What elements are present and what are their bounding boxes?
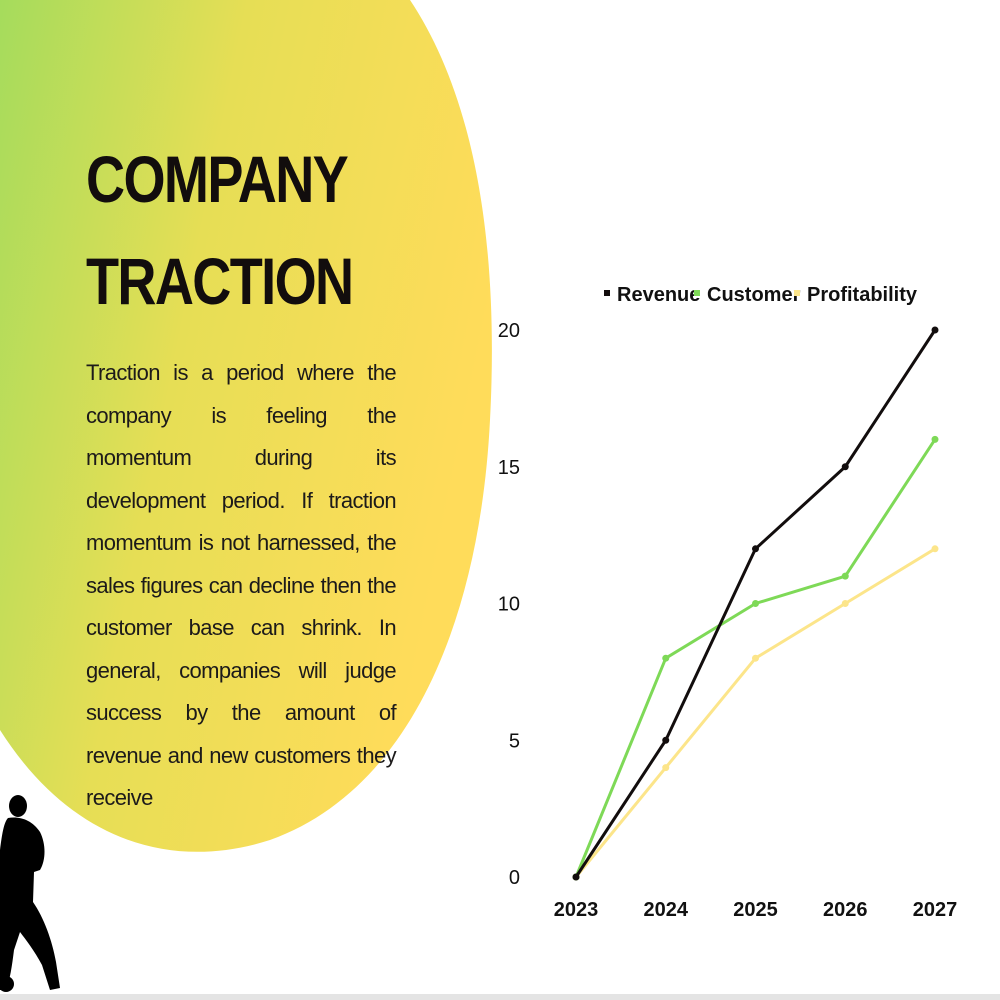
chart-legend: Revenue Customer Profitability — [604, 284, 918, 306]
chart-series — [572, 326, 939, 881]
y-tick-label-20: 20 — [498, 320, 520, 342]
y-tick-label-15: 15 — [498, 457, 520, 479]
x-tick-label-2025: 2025 — [733, 899, 778, 921]
x-tick-label-2027: 2027 — [913, 899, 958, 921]
y-axis: 0 5 10 15 20 — [498, 320, 520, 889]
point-profitability-2026 — [841, 600, 849, 607]
legend-label-customer: Customer — [707, 284, 801, 306]
point-customer-2027 — [931, 435, 939, 443]
point-revenue-2025 — [752, 545, 759, 553]
point-revenue-2026 — [841, 463, 849, 471]
point-customer-2026 — [841, 572, 849, 580]
point-customer-2024 — [662, 654, 670, 662]
x-tick-label-2023: 2023 — [554, 899, 599, 921]
point-customer-2025 — [752, 600, 759, 607]
title-line-1: COMPANY — [86, 142, 349, 216]
legend-swatch-profitability — [794, 290, 800, 296]
title-line-2: TRACTION — [86, 244, 354, 318]
y-tick-label-5: 5 — [509, 730, 520, 752]
legend-label-revenue: Revenue — [617, 284, 700, 306]
traction-paragraph: Traction is a period where the company i… — [86, 360, 397, 810]
legend-label-profitability: Profitability — [807, 284, 918, 306]
point-revenue-2027 — [931, 326, 939, 334]
slide-title: COMPANY TRACTION — [86, 128, 354, 332]
point-profitability-2024 — [662, 764, 670, 772]
legend-swatch-revenue — [604, 290, 610, 296]
x-tick-label-2026: 2026 — [823, 899, 868, 921]
soccer-player-silhouette-icon — [0, 795, 60, 992]
y-tick-label-0: 0 — [509, 867, 520, 889]
point-profitability-2027 — [931, 545, 939, 553]
series-line-profitability — [574, 547, 937, 879]
point-profitability-2025 — [752, 654, 759, 662]
legend-swatch-customer — [694, 290, 700, 296]
y-tick-label-10: 10 — [498, 594, 520, 616]
point-revenue-2023 — [572, 873, 580, 881]
bottom-bar — [0, 994, 1000, 1000]
point-revenue-2024 — [662, 736, 670, 744]
x-tick-label-2024: 2024 — [644, 899, 689, 921]
x-axis: 2023 2024 2025 2026 2027 — [554, 899, 958, 921]
